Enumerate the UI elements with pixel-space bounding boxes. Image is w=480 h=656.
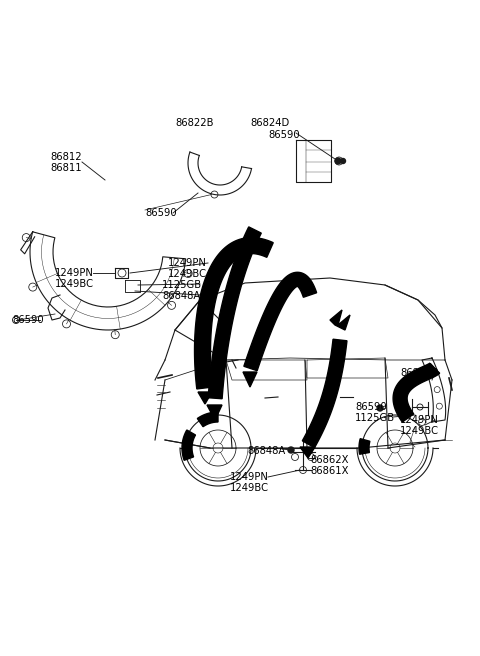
Text: 1125GB: 1125GB: [162, 280, 202, 290]
Text: 1249BC: 1249BC: [55, 279, 94, 289]
Text: 86590: 86590: [12, 315, 44, 325]
Text: 1125GB: 1125GB: [355, 413, 395, 423]
Text: 1249PN: 1249PN: [230, 472, 269, 482]
Polygon shape: [208, 227, 261, 399]
Polygon shape: [359, 439, 370, 454]
Polygon shape: [300, 447, 315, 458]
Text: 86812: 86812: [50, 152, 82, 162]
Circle shape: [335, 158, 341, 164]
Polygon shape: [243, 372, 257, 387]
Polygon shape: [198, 392, 212, 404]
Text: 86590: 86590: [268, 130, 300, 140]
Polygon shape: [197, 412, 218, 426]
Text: 1249BC: 1249BC: [230, 483, 269, 493]
Text: 86821B: 86821B: [400, 368, 439, 378]
Polygon shape: [393, 363, 440, 422]
Text: 86848A: 86848A: [247, 446, 285, 456]
Circle shape: [340, 159, 346, 163]
Text: 86824D: 86824D: [250, 118, 289, 128]
Polygon shape: [330, 310, 350, 330]
Text: 86861X: 86861X: [310, 466, 348, 476]
Text: 1249BC: 1249BC: [168, 269, 207, 279]
Polygon shape: [302, 339, 347, 447]
Circle shape: [288, 447, 294, 453]
Polygon shape: [194, 237, 273, 389]
Text: 86811: 86811: [50, 163, 82, 173]
Text: 86590: 86590: [145, 208, 177, 218]
Circle shape: [377, 405, 383, 411]
Text: 1249PN: 1249PN: [400, 415, 439, 425]
Text: 86590: 86590: [355, 402, 386, 412]
Text: 1249PN: 1249PN: [168, 258, 207, 268]
Text: 86848A: 86848A: [162, 291, 200, 301]
Text: 1249BC: 1249BC: [400, 426, 439, 436]
Polygon shape: [182, 430, 195, 461]
Text: 86862X: 86862X: [310, 455, 348, 465]
Polygon shape: [244, 272, 317, 371]
Text: 86822B: 86822B: [175, 118, 214, 128]
Polygon shape: [207, 405, 222, 420]
Text: 1249PN: 1249PN: [55, 268, 94, 278]
